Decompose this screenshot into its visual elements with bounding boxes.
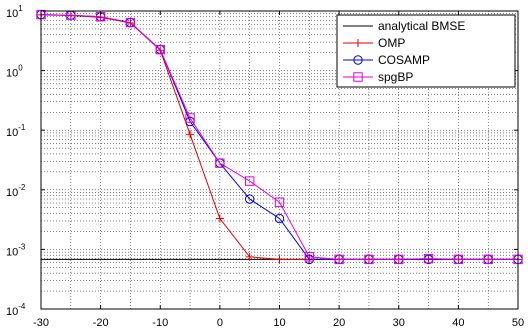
legend-item: OMP xyxy=(343,36,405,50)
legend-item: analytical BMSE xyxy=(343,19,465,33)
marker-circle xyxy=(353,55,363,65)
legend-item: spgBP xyxy=(343,70,413,84)
legend-label: analytical BMSE xyxy=(378,19,465,33)
marker-square xyxy=(423,253,434,264)
marker-circle xyxy=(274,213,285,224)
marker-square xyxy=(353,72,363,82)
y-tick-label: 10-4 xyxy=(6,302,26,318)
marker-plus xyxy=(215,214,224,223)
x-tick-labels: -30 -20 -10 0 10 20 30 40 50 xyxy=(33,317,524,329)
marker-square xyxy=(155,44,165,55)
x-tick-label: 20 xyxy=(333,317,345,329)
y-tick-label: 10-1 xyxy=(6,123,26,139)
ticks xyxy=(40,10,519,310)
marker-square xyxy=(483,254,493,265)
marker-circle xyxy=(244,194,255,204)
series-line xyxy=(40,14,518,260)
marker-square xyxy=(215,158,225,168)
marker-square xyxy=(334,254,344,265)
x-tick-label: -30 xyxy=(33,317,49,329)
marker-square xyxy=(304,252,315,262)
x-tick-label: -20 xyxy=(93,317,109,329)
series-spgbp xyxy=(36,9,523,265)
marker-plus xyxy=(245,252,254,261)
legend: analytical BMSE OMP COSAMP spgBP xyxy=(336,14,516,88)
x-tick-label: 0 xyxy=(217,317,223,329)
marker-plus xyxy=(275,255,284,264)
series-layer xyxy=(36,9,523,265)
marker-square xyxy=(185,113,195,123)
y-tick-label: 10-3 xyxy=(6,242,26,258)
marker-square xyxy=(274,197,285,207)
marker-square xyxy=(244,176,255,186)
legend-item: COSAMP xyxy=(343,53,430,67)
x-tick-label: 30 xyxy=(393,317,405,329)
legend-label: COSAMP xyxy=(378,53,430,67)
legend-label: OMP xyxy=(378,36,405,50)
y-tick-label: 100 xyxy=(6,64,23,80)
marker-plus xyxy=(186,130,195,139)
x-tick-label: 40 xyxy=(452,317,464,329)
y-tick-label: 101 xyxy=(6,4,23,20)
x-tick-label: 50 xyxy=(512,317,524,329)
y-tick-labels: 10-4 10-3 10-2 10-1 100 101 xyxy=(6,4,26,318)
legend-label: spgBP xyxy=(378,70,413,84)
marker-square xyxy=(394,254,404,265)
marker-square xyxy=(364,254,374,265)
marker-plus xyxy=(354,39,362,47)
x-tick-label: -10 xyxy=(152,317,168,329)
marker-square xyxy=(453,254,464,265)
legend-box xyxy=(336,14,516,88)
y-tick-label: 10-2 xyxy=(6,183,26,199)
x-tick-label: 10 xyxy=(273,317,285,329)
marker-square xyxy=(125,17,136,28)
